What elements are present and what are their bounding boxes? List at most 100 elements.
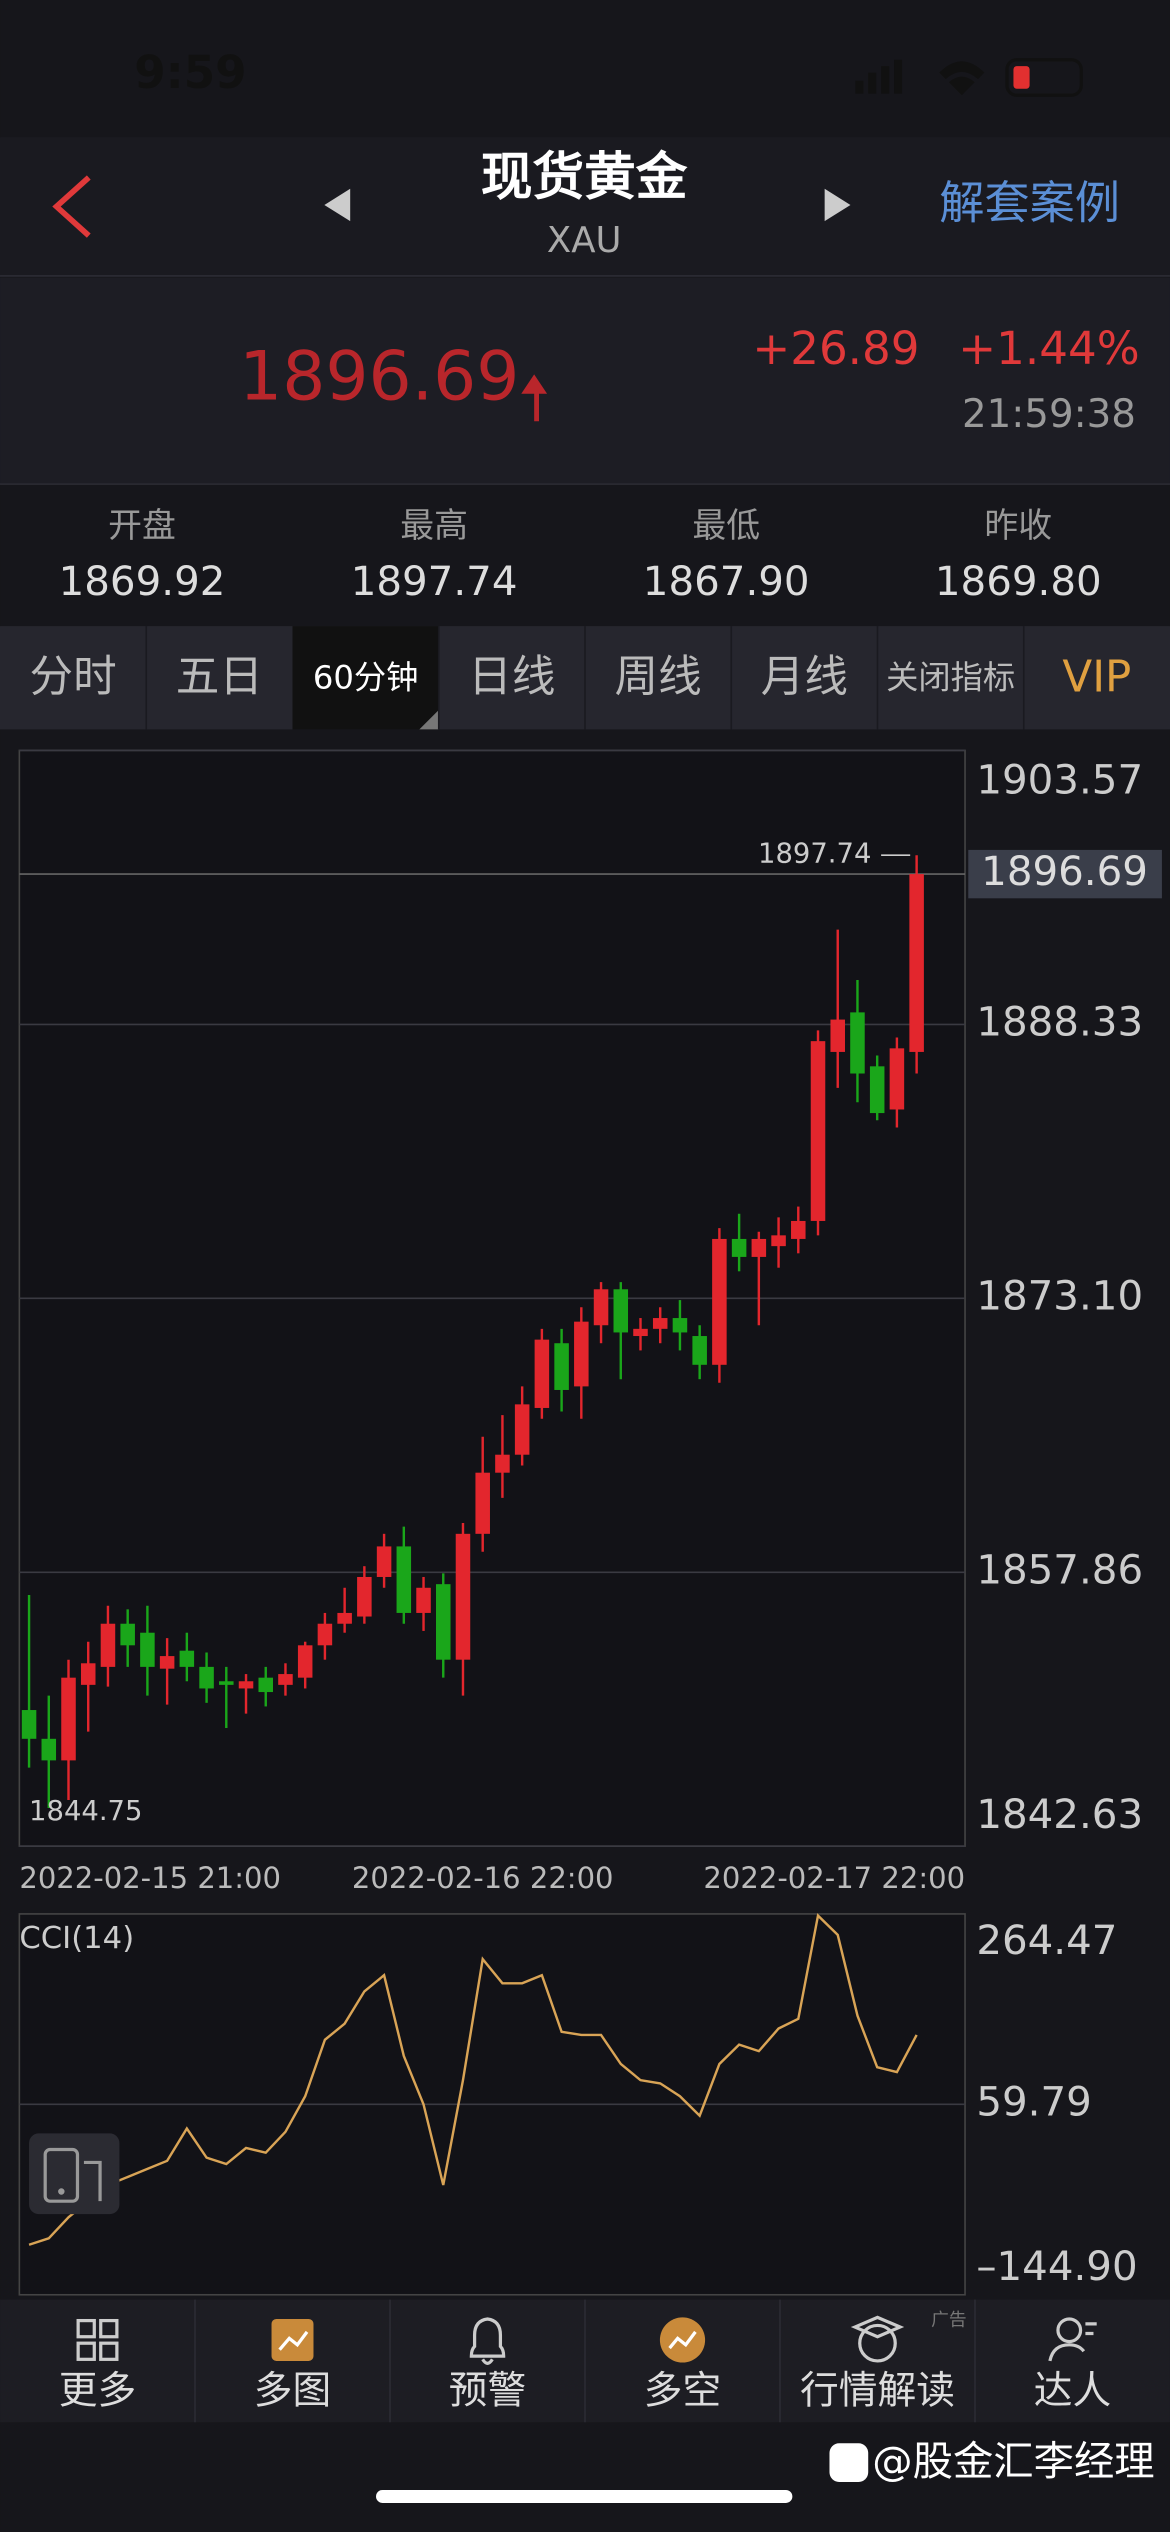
tab[interactable]: 关闭指标 bbox=[886, 658, 1015, 696]
nav-icon[interactable] bbox=[850, 2315, 905, 2363]
candle-body bbox=[475, 1472, 490, 1534]
last-price-bg bbox=[968, 849, 1162, 899]
candle-body bbox=[652, 1318, 668, 1329]
stat-label: 开盘 bbox=[108, 506, 176, 545]
quote-time: 21:59:38 bbox=[962, 392, 1136, 437]
tab[interactable]: 60分钟 bbox=[313, 658, 419, 696]
stat-value: 1897.74 bbox=[351, 558, 518, 605]
candle-body bbox=[159, 1656, 175, 1669]
candle-body bbox=[140, 1632, 155, 1667]
x-tick-label: 2022-02-16 22:00 bbox=[352, 1861, 614, 1895]
candle-body bbox=[100, 1623, 116, 1667]
max-label: 1897.74 bbox=[758, 839, 871, 870]
tab[interactable]: 周线 bbox=[615, 652, 702, 702]
candle-body bbox=[278, 1674, 293, 1685]
tabs: 分时 五日 60分钟 日线 周线 月线 关闭指标 VIP bbox=[30, 626, 1131, 730]
candle-body bbox=[435, 1584, 451, 1660]
tab[interactable]: 日线 bbox=[468, 652, 555, 702]
candle-body bbox=[692, 1336, 707, 1365]
header-title: 现货黄金 bbox=[481, 148, 688, 208]
candle-body bbox=[593, 1289, 609, 1326]
candle-body bbox=[909, 874, 924, 1052]
candle-body bbox=[219, 1681, 234, 1685]
candle-body bbox=[337, 1612, 352, 1624]
tab[interactable]: 五日 bbox=[176, 652, 263, 702]
candle-body bbox=[238, 1681, 254, 1689]
nav-label[interactable]: 预警 bbox=[449, 2369, 526, 2414]
stat-label: 最高 bbox=[400, 506, 468, 545]
candle-body bbox=[199, 1666, 214, 1689]
candle-body bbox=[21, 1710, 37, 1739]
nav-label[interactable]: 达人 bbox=[1034, 2369, 1111, 2414]
x-tick-label: 2022-02-15 21:00 bbox=[19, 1861, 281, 1895]
up-arrow bbox=[521, 374, 548, 422]
indicator-title: CCI(14) bbox=[19, 1921, 134, 1956]
ad-tag: 广告 bbox=[931, 2310, 967, 2331]
y-tick-label: 264.47 bbox=[976, 1917, 1117, 1964]
back-button[interactable] bbox=[52, 175, 91, 238]
nav-label[interactable]: 行情解读 bbox=[800, 2369, 955, 2414]
candle-body bbox=[731, 1238, 747, 1257]
candle-body bbox=[376, 1546, 392, 1577]
nav-icon[interactable] bbox=[659, 2317, 706, 2363]
nav-icon[interactable] bbox=[1048, 2317, 1097, 2362]
candle-body bbox=[574, 1321, 589, 1387]
tab-selected bbox=[292, 626, 439, 730]
header-bg bbox=[0, 137, 1170, 276]
candle-body bbox=[751, 1238, 767, 1257]
candle-body bbox=[61, 1677, 76, 1761]
candle-body bbox=[357, 1576, 372, 1617]
candle-body bbox=[712, 1238, 727, 1365]
candle-body bbox=[317, 1623, 333, 1646]
quote-change: +26.89 bbox=[752, 322, 919, 375]
candle-body bbox=[810, 1041, 826, 1221]
candle-body bbox=[179, 1650, 195, 1667]
next-button[interactable] bbox=[824, 188, 851, 222]
candle-body bbox=[41, 1738, 57, 1761]
y-tick-label: 59.79 bbox=[976, 2078, 1091, 2125]
watermark: @股金汇李经理 bbox=[872, 2438, 1154, 2485]
candle-body bbox=[120, 1623, 135, 1646]
home-indicator bbox=[376, 2490, 793, 2503]
watermark-logo bbox=[829, 2443, 869, 2482]
candle-body bbox=[554, 1343, 569, 1390]
y-tick-label: 1842.63 bbox=[976, 1791, 1143, 1838]
y-tick-label: –144.90 bbox=[976, 2243, 1137, 2290]
candle-body bbox=[297, 1645, 313, 1678]
candle-body bbox=[80, 1663, 96, 1685]
stat-label: 最低 bbox=[692, 506, 760, 545]
candle-body bbox=[514, 1404, 530, 1455]
status-icons bbox=[855, 58, 1083, 97]
candle-body bbox=[258, 1677, 274, 1693]
nav-label[interactable]: 更多 bbox=[59, 2369, 136, 2414]
candle-body bbox=[534, 1339, 550, 1408]
nav-icon[interactable] bbox=[469, 2317, 506, 2365]
header-action[interactable]: 解套案例 bbox=[939, 177, 1120, 230]
x-tick-label: 2022-02-17 22:00 bbox=[703, 1861, 965, 1895]
nav-icon[interactable] bbox=[76, 2318, 119, 2361]
nav-icon[interactable] bbox=[271, 2318, 314, 2361]
stat-label: 昨收 bbox=[984, 506, 1052, 545]
quote-change-pct: +1.44% bbox=[958, 322, 1139, 375]
candle-body bbox=[455, 1533, 471, 1660]
tab[interactable]: 月线 bbox=[761, 652, 848, 702]
cci-line bbox=[28, 1913, 918, 2246]
nav: 更多 多图 预警 多空 行情解读 达人 bbox=[59, 2299, 1111, 2423]
candle-body bbox=[396, 1546, 412, 1613]
rotate-button[interactable] bbox=[29, 2133, 120, 2215]
header-subtitle: XAU bbox=[547, 220, 622, 261]
tab[interactable]: 分时 bbox=[30, 652, 117, 702]
status-time: 9:59 bbox=[134, 46, 246, 99]
candle-body bbox=[416, 1587, 431, 1613]
nav-label[interactable]: 多空 bbox=[644, 2369, 721, 2414]
stats: 开盘 1869.92 最高 1897.74 最低 1867.90 昨收 1869.80 bbox=[59, 506, 1102, 605]
candle-body bbox=[830, 1019, 845, 1052]
prev-button[interactable] bbox=[324, 188, 351, 222]
tab[interactable]: VIP bbox=[1062, 652, 1131, 702]
stat-value: 1869.92 bbox=[59, 558, 226, 605]
candle-body bbox=[672, 1318, 688, 1333]
stat-value: 1867.90 bbox=[643, 558, 810, 605]
nav-label[interactable]: 多图 bbox=[254, 2369, 331, 2414]
